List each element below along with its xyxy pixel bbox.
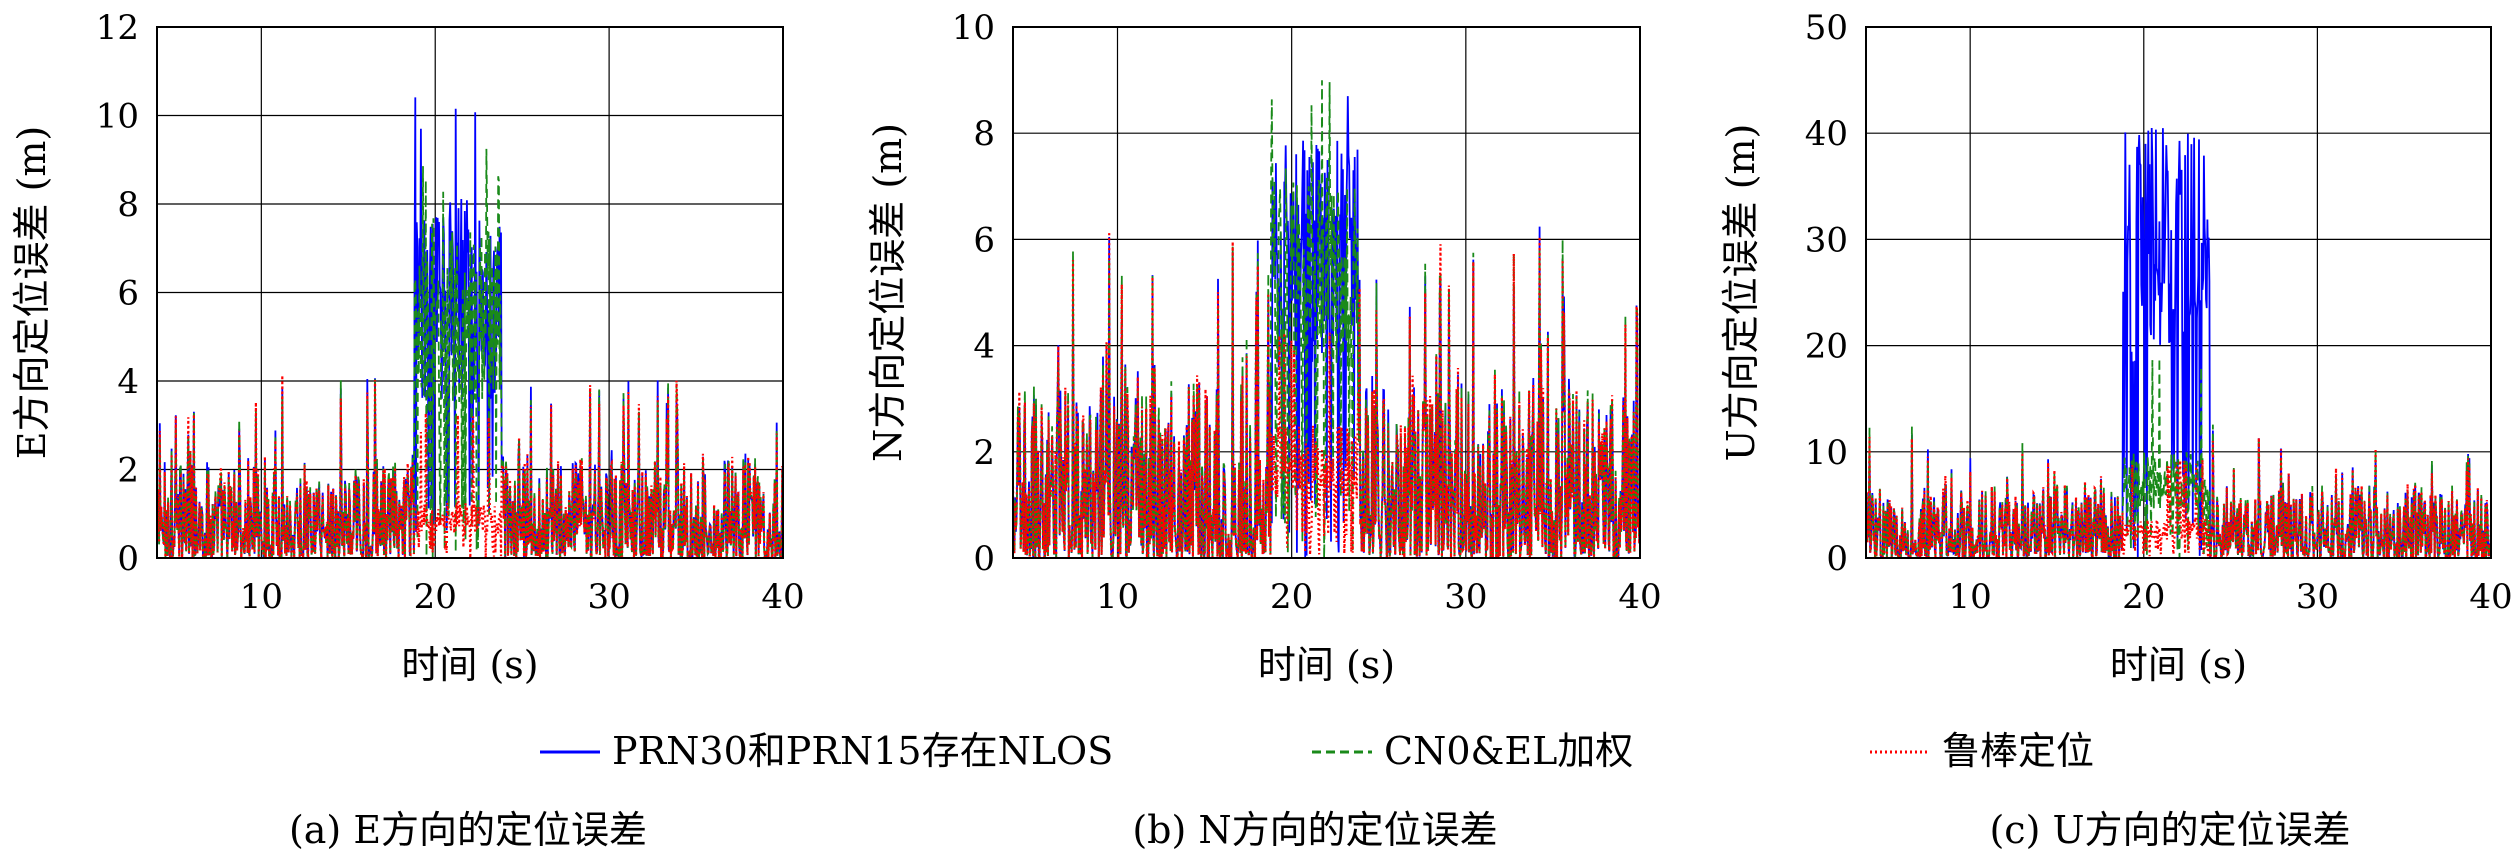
legend-label-series2: CN0&EL加权 [1384,729,1633,773]
y-tick-label: 4 [973,327,995,367]
y-tick-label: 40 [1805,114,1848,154]
y-tick-label: 10 [1805,433,1848,473]
y-axis-label: N方向定位误差 (m) [866,123,910,462]
legend-label-series1: PRN30和PRN15存在NLOS [612,729,1113,773]
x-tick-label: 10 [240,577,283,617]
y-tick-label: 50 [1805,8,1848,48]
y-tick-label: 8 [117,185,139,225]
y-tick-label: 2 [973,433,995,473]
y-tick-label: 12 [96,8,139,48]
x-tick-label: 40 [2469,577,2512,617]
y-tick-label: 8 [973,114,995,154]
y-tick-label: 6 [973,220,995,260]
series-line-3 [1013,231,1640,558]
y-tick-label: 10 [952,8,995,48]
caption-c: (c) U方向的定位误差 [1989,808,2350,852]
series-line-3 [1866,436,2491,558]
x-axis-label: 时间 (s) [2110,643,2247,687]
chart-panel-1: 10 20 30 40 0 2 4 6 8 10 时间 (s) N方向定位误差 (m) [866,8,1662,687]
y-axis-label: E方向定位误差 (m) [10,126,54,460]
caption-b: (b) N方向的定位误差 [1132,808,1497,852]
y-axis-label: U方向定位误差 (m) [1719,124,1763,462]
x-tick-label: 30 [587,577,630,617]
x-tick-label: 30 [1444,577,1487,617]
x-tick-label: 10 [1096,577,1139,617]
chart-panel-2: 10 20 30 40 0 10 20 30 40 50 时间 (s) U方向定位误差 (m) [1719,8,2513,687]
x-axis-label: 时间 (s) [401,643,538,687]
x-tick-label: 40 [1618,577,1661,617]
plot-frame [156,26,784,559]
y-tick-label: 6 [117,274,139,314]
x-tick-label: 20 [414,577,457,617]
series-line-3 [157,375,783,558]
y-tick-label: 20 [1805,327,1848,367]
plot-frame [1012,26,1641,559]
plot-frame [1865,26,2492,559]
x-axis-label: 时间 (s) [1258,643,1395,687]
y-tick-label: 0 [117,539,139,579]
x-tick-label: 10 [1949,577,1992,617]
x-tick-label: 20 [2122,577,2165,617]
x-tick-label: 40 [761,577,804,617]
legend-label-series3: 鲁棒定位 [1942,729,2094,773]
y-tick-label: 10 [96,97,139,137]
y-tick-label: 30 [1805,220,1848,260]
caption-a: (a) E方向的定位误差 [289,808,647,852]
y-tick-label: 2 [117,451,139,491]
x-tick-label: 20 [1270,577,1313,617]
x-tick-label: 30 [2296,577,2339,617]
y-tick-label: 0 [1826,539,1848,579]
y-tick-label: 0 [973,539,995,579]
chart-panel-0: 10 20 30 40 0 2 4 6 8 10 12 时间 (s) E方向定位误差 (m) [10,8,805,687]
legend: PRN30和PRN15存在NLOS CN0&EL加权 鲁棒定位 [540,729,2094,773]
y-tick-label: 4 [117,362,139,402]
